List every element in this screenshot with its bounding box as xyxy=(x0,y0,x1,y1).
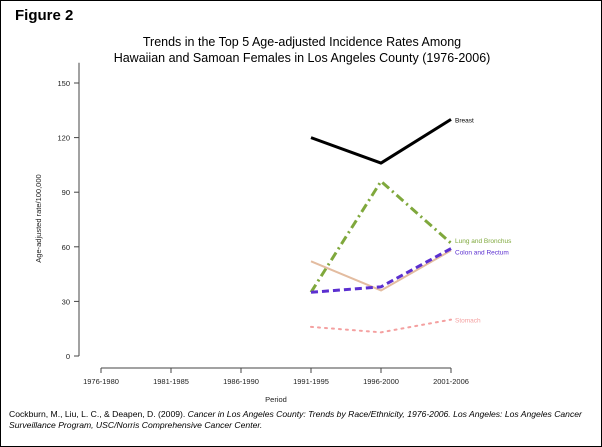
citation-authors: Cockburn, M., Liu, L. C., & Deapen, D. (… xyxy=(9,409,188,419)
y-tick-label: 150 xyxy=(57,79,70,88)
y-tick-label: 90 xyxy=(62,188,70,197)
x-tick-label: 1986-1990 xyxy=(223,377,259,386)
figure-label: Figure 2 xyxy=(15,7,74,24)
y-tick-label: 30 xyxy=(62,297,70,306)
end-label-lung-and-bronchus: Lung and Bronchus xyxy=(455,238,512,245)
series-line-stomach xyxy=(310,318,452,334)
x-tick-label: 1981-1985 xyxy=(153,377,189,386)
citation-title: Cancer in Los Angeles County: Trends by … xyxy=(9,409,582,430)
end-label-stomach: Stomach xyxy=(455,318,481,325)
end-label-breast: Breast xyxy=(455,117,474,124)
x-tick-label: 1991-1995 xyxy=(293,377,329,386)
end-label-colon-and-rectum: Colon and Rectum xyxy=(455,250,509,257)
series-line-lung-and-bronchus xyxy=(309,179,452,294)
y-tick-label: 120 xyxy=(57,134,70,143)
axes: 0 30 60 90 120 150 1976-1980 1981-1985 1986-1990… xyxy=(34,62,469,404)
x-tick-label: 1976-1980 xyxy=(83,377,119,386)
series-layer xyxy=(309,118,452,334)
series-line-corpus-uteri xyxy=(310,249,452,292)
chart-title-line-1: Trends in the Top 5 Age-adjusted Inciden… xyxy=(142,35,462,49)
y-tick-label: 0 xyxy=(66,352,70,361)
y-tick-label: 60 xyxy=(62,243,70,252)
x-tick-label: 1996-2000 xyxy=(363,377,399,386)
citation: Cockburn, M., Liu, L. C., & Deapen, D. (… xyxy=(9,409,595,430)
series-line-breast xyxy=(310,118,452,165)
x-axis-label: Period xyxy=(265,395,287,404)
end-labels-layer: Breast Lung and Bronchus Colon and Rectum S… xyxy=(455,117,512,324)
series-line-colon-and-rectum xyxy=(310,247,452,294)
chart-title-line-2: Hawaiian and Samoan Females in Los Angel… xyxy=(113,51,491,65)
x-tick-label: 2001-2006 xyxy=(433,377,469,386)
y-axis-label: Age-adjusted rate/100,000 xyxy=(34,174,43,262)
